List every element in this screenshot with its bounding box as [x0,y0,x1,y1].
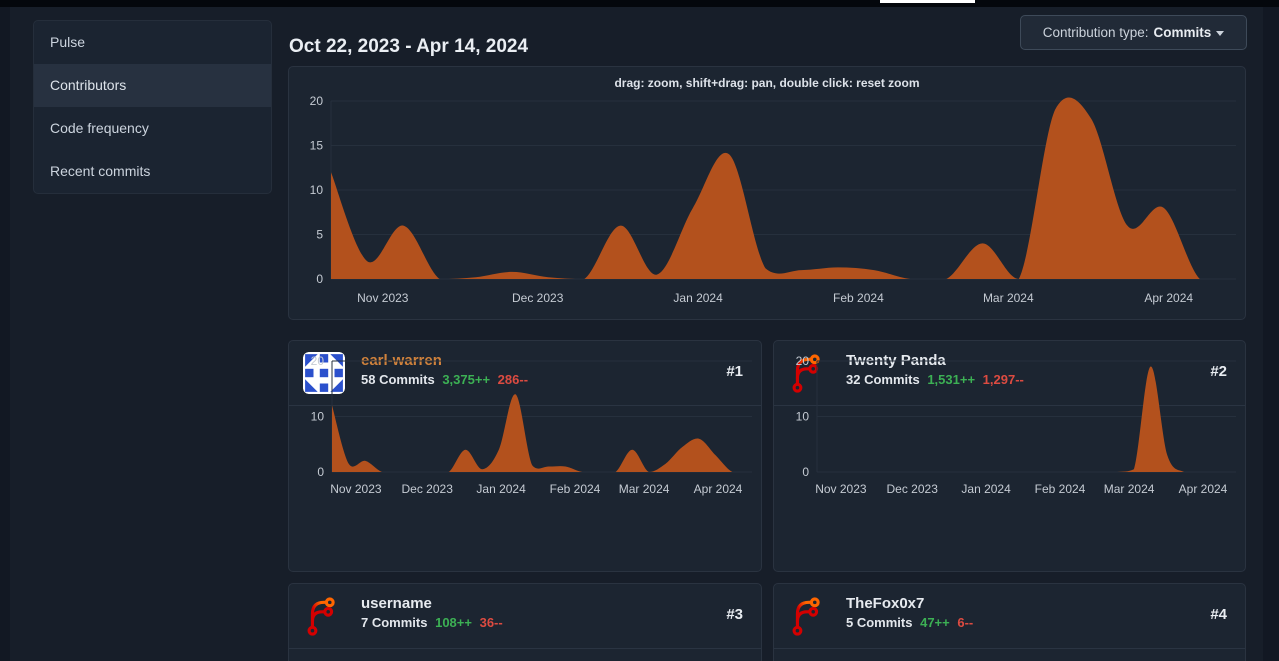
contributor-rank-badge: #4 [1210,606,1227,623]
deletions-count: 36-- [479,615,503,630]
additions-count: 108++ [435,615,472,630]
contributor-name: TheFox0x7 [846,595,925,612]
commit-count: 7 Commits [361,615,428,630]
chart-zoom-hint: drag: zoom, shift+drag: pan, double clic… [614,76,920,90]
additions-count: 1,531++ [927,372,976,387]
chevron-down-icon [1216,30,1225,36]
sidebar-item-pulse[interactable]: Pulse [50,34,86,50]
contributor-activity-chart[interactable]: 0 10 20 Nov 2023 Dec 2023 Jan 2024 Feb 2024 Mar… [774,341,1247,507]
svg-text:5: 5 [316,228,323,242]
svg-text:Mar 2024: Mar 2024 [983,291,1034,305]
active-tab-indicator [880,0,975,3]
svg-text:20: 20 [796,354,810,368]
contributor-name: username [361,595,432,612]
sidebar-item-recent-commits[interactable]: Recent commits [50,163,151,179]
svg-text:Nov 2023: Nov 2023 [815,482,867,496]
contributor-stats: 32 Commits 1,531++ 1,297-- [846,372,1024,387]
deletions-count: 1,297-- [982,372,1024,387]
svg-text:Dec 2023: Dec 2023 [402,482,454,496]
contribution-type-dropdown[interactable]: Contribution type: Commits [1020,15,1247,50]
contributor-activity-chart[interactable]: 0 10 20 Nov 2023 Dec 2023 Jan 2024 Feb 2024 Mar… [289,341,763,507]
contributor-card-header: username 7 Commits 108++ 36-- #3 [289,584,761,649]
svg-text:0: 0 [317,465,324,479]
contributor-card-1: earl-warren 58 Commits 3,375++ 286-- #1 … [288,340,762,572]
svg-text:Apr 2024: Apr 2024 [1179,482,1228,496]
identicon-avatar[interactable] [303,352,345,394]
forgejo-logo-avatar [788,352,830,394]
overall-activity-chart[interactable]: 0 5 10 15 20 Nov 2023 Dec 2023 Jan 2024 Feb 2024… [289,67,1247,321]
contributor-rank-badge: #1 [726,363,743,380]
contribution-type-label: Contribution type: [1042,25,1149,40]
commit-count: 32 Commits [846,372,920,387]
scrollbar-track[interactable] [1263,7,1279,661]
svg-text:Dec 2023: Dec 2023 [512,291,564,305]
contributor-rank-badge: #2 [1210,363,1227,380]
contributor-stats: 7 Commits 108++ 36-- [361,615,503,630]
svg-text:Feb 2024: Feb 2024 [833,291,884,305]
contributor-card-2: Twenty Panda 32 Commits 1,531++ 1,297-- … [773,340,1246,572]
svg-text:10: 10 [310,183,324,197]
svg-text:0: 0 [802,465,809,479]
svg-text:Dec 2023: Dec 2023 [887,482,939,496]
sidebar-item-code-frequency[interactable]: Code frequency [50,120,149,136]
overall-activity-card: drag: zoom, shift+drag: pan, double clic… [288,66,1246,320]
commit-count: 58 Commits [361,372,435,387]
svg-text:Nov 2023: Nov 2023 [357,291,409,305]
date-range-heading: Oct 22, 2023 - Apr 14, 2024 [289,35,529,57]
svg-text:20: 20 [310,94,324,108]
deletions-count: 286-- [497,372,529,387]
contributor-rank-badge: #3 [726,606,743,623]
svg-text:Apr 2024: Apr 2024 [694,482,743,496]
browser-top-bar [0,0,1279,7]
svg-text:10: 10 [796,410,810,424]
svg-text:Jan 2024: Jan 2024 [476,482,526,496]
forgejo-logo-avatar [303,595,345,637]
svg-text:Feb 2024: Feb 2024 [550,482,601,496]
contributor-stats: 58 Commits 3,375++ 286-- [361,372,528,387]
contribution-type-value: Commits [1153,25,1212,40]
commit-count: 5 Commits [846,615,913,630]
forgejo-logo-avatar [788,595,830,637]
svg-text:Jan 2024: Jan 2024 [961,482,1011,496]
contributor-card-4: TheFox0x7 5 Commits 47++ 6-- #4 [773,583,1246,661]
svg-text:Apr 2024: Apr 2024 [1144,291,1193,305]
contributor-card-3: username 7 Commits 108++ 36-- #3 [288,583,762,661]
page-left-edge [0,7,10,661]
svg-text:15: 15 [310,139,324,153]
svg-text:Jan 2024: Jan 2024 [673,291,723,305]
contributor-card-header: TheFox0x7 5 Commits 47++ 6-- #4 [774,584,1245,649]
svg-text:Nov 2023: Nov 2023 [330,482,382,496]
additions-count: 47++ [920,615,950,630]
contributor-card-header: Twenty Panda 32 Commits 1,531++ 1,297-- … [774,341,1245,406]
svg-text:10: 10 [311,410,325,424]
sidebar-item-contributors[interactable]: Contributors [34,64,271,107]
svg-text:Mar 2024: Mar 2024 [619,482,670,496]
svg-text:0: 0 [316,272,323,286]
svg-text:Feb 2024: Feb 2024 [1035,482,1086,496]
additions-count: 3,375++ [442,372,491,387]
svg-text:20: 20 [311,354,325,368]
deletions-count: 6-- [957,615,974,630]
contributor-stats: 5 Commits 47++ 6-- [846,615,973,630]
svg-text:Mar 2024: Mar 2024 [1104,482,1155,496]
activity-sidebar-menu: Pulse Contributors Code frequency Recent… [33,20,272,194]
